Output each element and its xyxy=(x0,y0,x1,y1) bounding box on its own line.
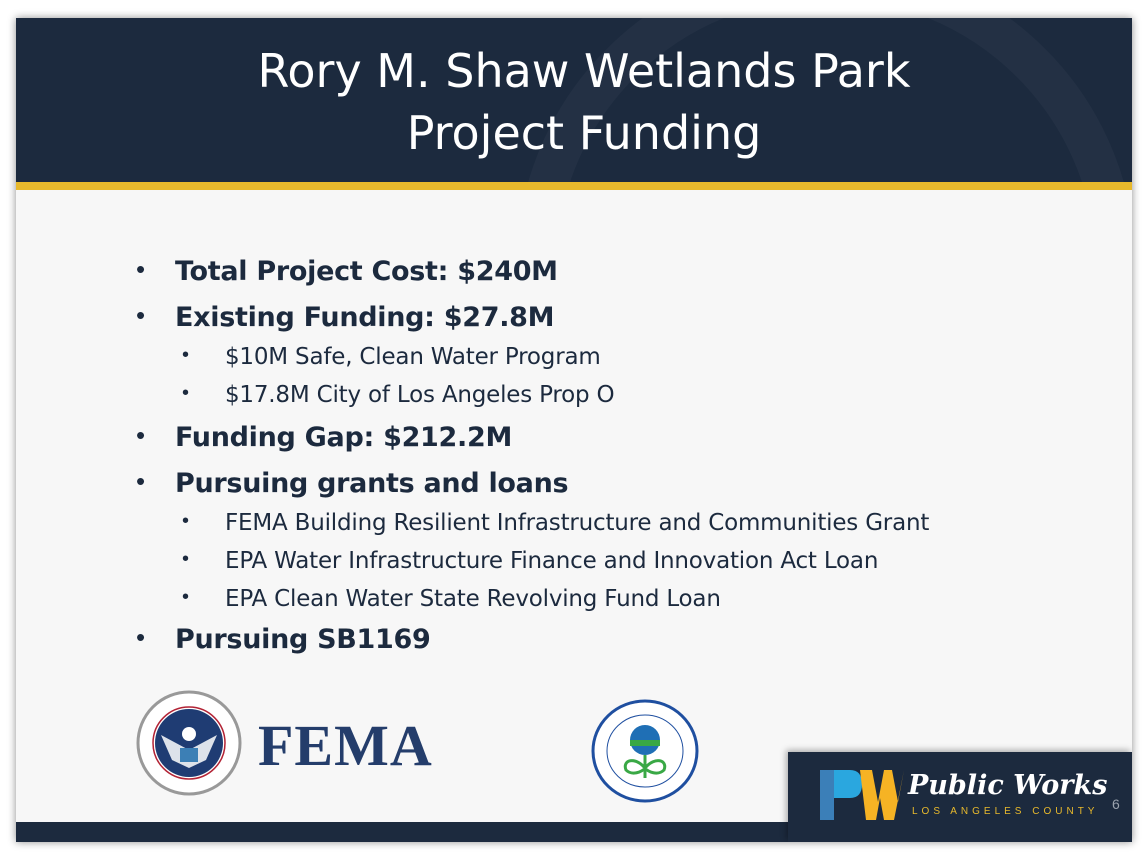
sub-bullet-item: EPA Water Infrastructure Finance and Inn… xyxy=(225,548,879,574)
slide-title: Rory M. Shaw Wetlands Park Project Fundi… xyxy=(16,40,1132,164)
title-banner: Rory M. Shaw Wetlands Park Project Fundi… xyxy=(16,18,1132,182)
bullet-icon: • xyxy=(136,300,146,330)
sub-bullet-item: $10M Safe, Clean Water Program xyxy=(225,344,601,370)
gold-divider xyxy=(16,182,1132,190)
bullet-icon: • xyxy=(182,382,190,404)
title-line-2: Project Funding xyxy=(406,106,762,160)
title-line-1: Rory M. Shaw Wetlands Park xyxy=(257,44,911,98)
public-works-logo-panel: Public Works LOS ANGELES COUNTY 6 xyxy=(788,752,1132,842)
bullet-item: Total Project Cost: $240M xyxy=(175,256,558,287)
bullet-icon: • xyxy=(136,254,146,284)
sub-bullet-item: $17.8M City of Los Angeles Prop O xyxy=(225,382,615,408)
pw-logo-icon xyxy=(820,770,904,820)
bullet-icon: • xyxy=(136,466,146,496)
bullet-icon: • xyxy=(182,344,190,366)
public-works-subtitle: LOS ANGELES COUNTY xyxy=(912,806,1099,817)
slide: Rory M. Shaw Wetlands Park Project Fundi… xyxy=(16,18,1132,842)
epa-seal-icon xyxy=(591,699,699,803)
dhs-seal-icon xyxy=(136,690,242,796)
bullet-item: Existing Funding: $27.8M xyxy=(175,302,555,333)
bullet-icon: • xyxy=(182,586,190,608)
bullet-item: Pursuing grants and loans xyxy=(175,468,569,499)
bullet-item: Pursuing SB1169 xyxy=(175,624,431,655)
bullet-icon: • xyxy=(136,420,146,450)
fema-logo: FEMA xyxy=(258,713,433,778)
sub-bullet-item: FEMA Building Resilient Infrastructure a… xyxy=(225,510,930,536)
bullet-item: Funding Gap: $212.2M xyxy=(175,422,513,453)
bullet-icon: • xyxy=(182,510,190,532)
page-number: 6 xyxy=(1112,796,1120,812)
bullet-icon: • xyxy=(182,548,190,570)
sub-bullet-item: EPA Clean Water State Revolving Fund Loa… xyxy=(225,586,721,612)
public-works-wordmark: Public Works xyxy=(908,770,1108,801)
bullet-icon: • xyxy=(136,622,146,652)
